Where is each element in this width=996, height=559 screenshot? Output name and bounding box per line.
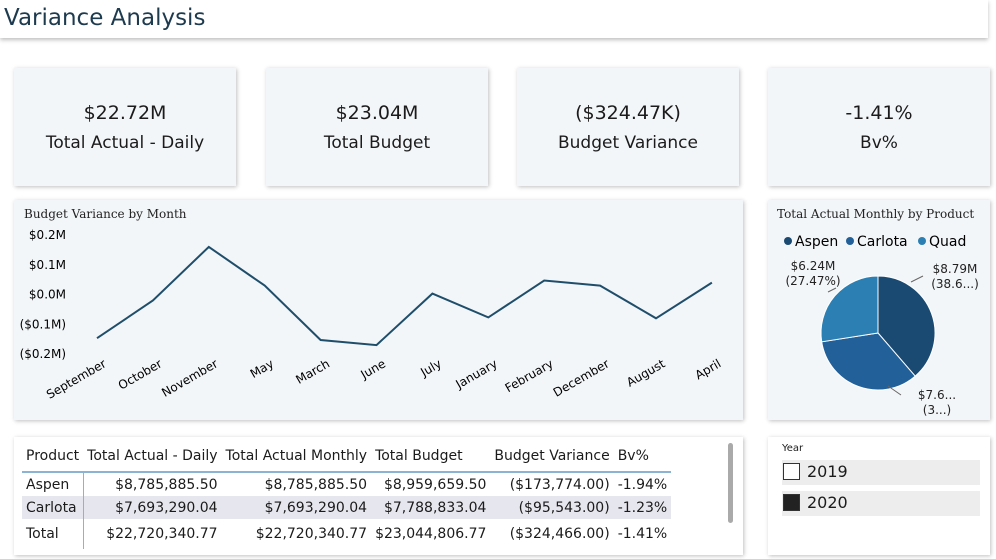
kpi-value: ($324.47K)	[575, 102, 681, 124]
table-cell: $7,693,290.04	[264, 499, 368, 516]
column-header: Product	[22, 441, 84, 473]
table-row: Carlota $7,693,290.04 $7,693,290.04 $7,788,…	[22, 496, 672, 519]
table-cell: $22,720,340.77	[255, 526, 368, 542]
table-cell: $7,693,290.04	[115, 499, 218, 516]
table-cell: ($173,774.00)	[509, 476, 610, 493]
x-tick-label: December	[551, 356, 612, 399]
column-header: Total Budget	[371, 441, 491, 473]
data-label: $7.6... (3...)	[917, 388, 957, 417]
option-label: 2020	[807, 493, 848, 512]
slicer-title: Year	[782, 443, 804, 454]
slicer-option[interactable]: 2019	[782, 460, 980, 485]
legend-marker	[918, 237, 926, 245]
checkbox	[783, 494, 800, 511]
line-panel: Budget Variance by Month $0.2M $0.1M $0.0M (…	[14, 200, 743, 420]
checkbox	[783, 463, 800, 480]
table-row: Aspen $8,785,885.50 $8,785,885.50 $8,959,65…	[22, 472, 671, 496]
table-cell: ($95,543.00)	[518, 499, 610, 516]
y-tick-label: $0.0M	[29, 288, 66, 302]
y-tick-label: ($0.2M)	[20, 347, 66, 361]
x-tick-label: April	[693, 356, 724, 382]
kpi-value: $23.04M	[335, 102, 419, 124]
table-cell: Carlota	[22, 496, 84, 519]
y-tick-label: $0.1M	[29, 258, 66, 272]
table-cell: -1.41%	[617, 526, 668, 542]
table-cell: ($324,466.00)	[509, 526, 610, 542]
data-label: $6.24M (27.47%)	[785, 259, 841, 288]
pie-panel: Total Actual Monthly by Product Aspen Carl…	[768, 200, 990, 420]
y-tick-label: $0.2M	[29, 228, 66, 242]
column-header: Total Actual - Daily	[83, 441, 222, 473]
page-title: Variance Analysis	[4, 5, 206, 31]
x-tick-label: November	[159, 356, 220, 399]
chart-title: Total Actual Monthly by Product	[777, 207, 974, 221]
x-tick-label: August	[624, 356, 668, 389]
kpi-card: $22.72M Total Actual - Daily	[14, 68, 236, 186]
kpi-card: $23.04M Total Budget	[266, 68, 488, 186]
kpi-label: Total Actual - Daily	[45, 133, 205, 153]
kpi-card: -1.41% Bv%	[768, 68, 990, 186]
kpi-label: Budget Variance	[558, 133, 698, 153]
table-cell: $23,044,806.77	[375, 526, 487, 542]
option-label: 2019	[807, 462, 848, 481]
column-header: Total Actual Monthly	[221, 441, 372, 473]
legend-label: Aspen	[795, 234, 838, 250]
y-tick-label: ($0.1M)	[20, 317, 66, 331]
data-table: Product Total Actual - Daily Total Actual …	[22, 441, 672, 549]
leader-line	[910, 275, 924, 283]
table-cell: Aspen	[22, 472, 84, 496]
table-cell: $22,720,340.77	[106, 526, 218, 542]
kpi-card: ($324.47K) Budget Variance	[517, 68, 739, 186]
kpi-value: $22.72M	[83, 102, 167, 124]
pie-slice	[877, 275, 936, 377]
line-chart: Budget Variance by Month $0.2M $0.1M $0.0M (…	[20, 207, 724, 402]
table-cell: $7,788,833.04	[383, 499, 487, 516]
pie-slice	[820, 275, 879, 343]
header-row: Product Total Actual - Daily Total Actual …	[22, 441, 672, 473]
pie-slice	[821, 332, 916, 391]
x-tick-label: January	[453, 356, 500, 391]
legend-marker	[784, 237, 792, 245]
table-row: Total $22,720,340.77 $22,720,340.77 $23,044…	[22, 519, 671, 549]
table-cell: $8,785,885.50	[264, 476, 368, 493]
table-cell: Total	[22, 519, 84, 549]
x-tick-label: October	[116, 356, 165, 392]
table-cell: -1.94%	[617, 476, 668, 493]
x-tick-label: March	[293, 356, 332, 386]
table-panel: Product Total Actual - Daily Total Actual …	[14, 437, 743, 555]
legend-label: Quad	[929, 234, 966, 250]
x-tick-label: June	[357, 356, 388, 382]
legend-label: Carlota	[857, 234, 908, 250]
legend-marker	[846, 237, 854, 245]
column-header: Bv%	[613, 441, 672, 473]
line	[96, 245, 713, 347]
x-tick-label: May	[248, 356, 276, 381]
table-cell: $8,785,885.50	[115, 476, 218, 493]
pie-chart: Total Actual Monthly by Product Aspen Carl…	[777, 207, 974, 396]
column-header: Budget Variance	[490, 441, 614, 473]
table-cell: -1.23%	[617, 499, 668, 516]
x-tick-label: September	[44, 356, 108, 401]
slicer-option[interactable]: 2020	[782, 491, 980, 516]
leader-line	[827, 287, 837, 293]
table-cell: $8,959,659.50	[383, 476, 487, 493]
title-bar: Variance Analysis	[0, 0, 988, 38]
x-tick-label: February	[503, 356, 556, 395]
chart-title: Budget Variance by Month	[24, 207, 187, 221]
kpi-label: Total Budget	[323, 133, 431, 153]
x-tick-label: July	[417, 356, 444, 379]
kpi-value: -1.41%	[845, 102, 913, 124]
kpi-label: Bv%	[860, 133, 898, 153]
year-slicer: Year 2019 2020	[768, 437, 990, 555]
data-label: $8.79M (38.6...)	[931, 262, 979, 291]
scrollbar[interactable]	[728, 443, 733, 523]
leader-line	[887, 385, 902, 396]
